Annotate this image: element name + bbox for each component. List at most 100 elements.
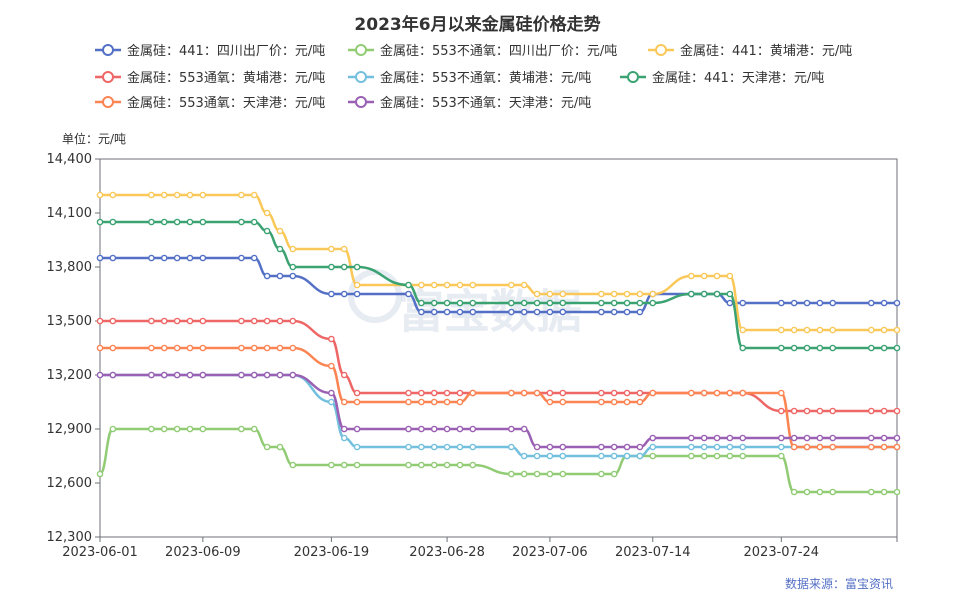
data-point[interactable] — [893, 299, 901, 307]
data-point[interactable] — [328, 290, 335, 298]
data-point[interactable] — [546, 290, 554, 298]
data-point[interactable] — [546, 470, 554, 478]
data-point[interactable] — [598, 443, 605, 451]
data-point[interactable] — [238, 344, 245, 352]
data-point[interactable] — [520, 281, 528, 289]
data-point[interactable] — [610, 290, 618, 298]
data-point[interactable] — [559, 308, 567, 316]
data-point[interactable] — [546, 398, 554, 406]
data-point[interactable] — [443, 281, 451, 289]
data-point[interactable] — [508, 389, 515, 397]
data-point[interactable] — [96, 191, 104, 199]
data-point[interactable] — [263, 272, 271, 280]
data-point[interactable] — [816, 344, 824, 352]
data-point[interactable] — [443, 461, 451, 469]
data-point[interactable] — [559, 443, 567, 451]
data-point[interactable] — [328, 389, 335, 397]
data-point[interactable] — [867, 434, 875, 442]
data-point[interactable] — [726, 290, 734, 298]
data-point[interactable] — [199, 425, 207, 433]
data-point[interactable] — [418, 389, 425, 397]
data-point[interactable] — [508, 470, 515, 478]
data-point[interactable] — [353, 461, 361, 469]
legend-item[interactable]: 金属硅：553不通氧：天津港：元/吨 — [348, 92, 591, 111]
data-point[interactable] — [469, 308, 477, 316]
data-point[interactable] — [160, 425, 168, 433]
data-point[interactable] — [726, 299, 734, 307]
data-point[interactable] — [276, 245, 284, 253]
data-point[interactable] — [96, 317, 104, 325]
data-point[interactable] — [173, 317, 181, 325]
data-point[interactable] — [803, 434, 811, 442]
legend-item[interactable]: 金属硅：553不通氧：黄埔港：元/吨 — [348, 67, 591, 86]
data-point[interactable] — [520, 425, 528, 433]
data-point[interactable] — [199, 317, 207, 325]
data-point[interactable] — [867, 326, 875, 334]
data-point[interactable] — [186, 425, 194, 433]
data-point[interactable] — [636, 308, 644, 316]
data-point[interactable] — [803, 407, 811, 415]
data-point[interactable] — [173, 254, 181, 262]
data-point[interactable] — [829, 488, 837, 496]
data-point[interactable] — [186, 218, 194, 226]
data-point[interactable] — [109, 371, 117, 379]
data-point[interactable] — [688, 389, 695, 397]
data-point[interactable] — [610, 389, 618, 397]
data-point[interactable] — [649, 299, 657, 307]
data-point[interactable] — [263, 209, 271, 217]
data-point[interactable] — [790, 434, 798, 442]
data-point[interactable] — [456, 461, 464, 469]
data-point[interactable] — [96, 470, 104, 478]
data-point[interactable] — [186, 191, 194, 199]
data-point[interactable] — [688, 290, 695, 298]
data-point[interactable] — [893, 326, 901, 334]
data-point[interactable] — [649, 389, 657, 397]
data-point[interactable] — [623, 389, 631, 397]
data-point[interactable] — [456, 299, 464, 307]
data-point[interactable] — [418, 461, 425, 469]
data-point[interactable] — [893, 488, 901, 496]
data-point[interactable] — [405, 461, 412, 469]
data-point[interactable] — [173, 371, 181, 379]
data-point[interactable] — [778, 434, 785, 442]
data-point[interactable] — [250, 317, 258, 325]
data-point[interactable] — [430, 299, 438, 307]
data-point[interactable] — [867, 407, 875, 415]
data-point[interactable] — [405, 425, 412, 433]
data-point[interactable] — [173, 191, 181, 199]
data-point[interactable] — [700, 434, 708, 442]
data-point[interactable] — [803, 488, 811, 496]
data-point[interactable] — [353, 389, 361, 397]
data-point[interactable] — [880, 299, 888, 307]
data-point[interactable] — [96, 344, 104, 352]
data-point[interactable] — [148, 344, 155, 352]
data-point[interactable] — [289, 371, 297, 379]
data-point[interactable] — [199, 344, 207, 352]
data-point[interactable] — [186, 344, 194, 352]
data-point[interactable] — [520, 389, 528, 397]
data-point[interactable] — [739, 434, 747, 442]
data-point[interactable] — [739, 389, 747, 397]
data-point[interactable] — [353, 290, 361, 298]
data-point[interactable] — [880, 344, 888, 352]
data-point[interactable] — [713, 272, 721, 280]
data-point[interactable] — [328, 245, 335, 253]
data-point[interactable] — [790, 488, 798, 496]
data-point[interactable] — [276, 272, 284, 280]
data-point[interactable] — [238, 317, 245, 325]
data-point[interactable] — [289, 245, 297, 253]
data-point[interactable] — [778, 407, 785, 415]
data-point[interactable] — [250, 425, 258, 433]
data-point[interactable] — [726, 434, 734, 442]
data-point[interactable] — [649, 452, 657, 460]
data-point[interactable] — [186, 254, 194, 262]
data-point[interactable] — [880, 488, 888, 496]
data-point[interactable] — [893, 443, 901, 451]
data-point[interactable] — [598, 470, 605, 478]
data-point[interactable] — [649, 434, 657, 442]
data-point[interactable] — [829, 407, 837, 415]
data-point[interactable] — [649, 290, 657, 298]
data-point[interactable] — [340, 245, 348, 253]
data-point[interactable] — [430, 398, 438, 406]
data-point[interactable] — [173, 425, 181, 433]
